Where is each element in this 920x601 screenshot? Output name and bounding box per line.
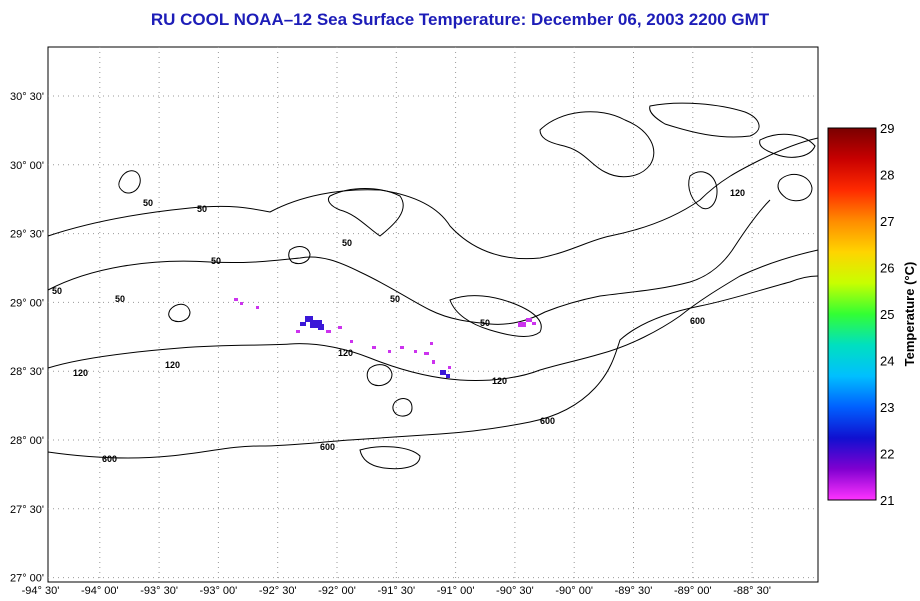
latitude-label: 28° 30' (10, 366, 44, 378)
colorbar (827, 127, 877, 501)
contour-label: 120 (165, 360, 180, 370)
longitude-label: -92° 00' (318, 585, 356, 597)
contour-120m (47, 249, 819, 417)
longitude-label: -94° 30' (22, 585, 60, 597)
contour-label: 50 (211, 256, 221, 266)
latitude-ticks: 30° 30' 30° 00' 29° 30' 29° 00' 28° 30' 28° 0… (10, 91, 44, 585)
coastline (47, 102, 819, 260)
colorbar-label: Temperature (°C) (902, 262, 917, 367)
longitude-label: -90° 30' (496, 585, 534, 597)
colorbar-tick-label: 25 (880, 307, 894, 322)
colorbar-tick-label: 28 (880, 168, 894, 183)
sst-cluster-22c (300, 316, 450, 378)
contour-label: 50 (480, 318, 490, 328)
contour-600m (47, 275, 819, 470)
contour-label: 120 (730, 188, 745, 198)
latitude-label: 29° 30' (10, 229, 44, 241)
sst-cluster-21c (234, 298, 536, 369)
colorbar-tick-label: 24 (880, 354, 894, 369)
contour-label: 600 (540, 416, 555, 426)
contour-label: 120 (73, 368, 88, 378)
longitude-label: -94° 00' (81, 585, 119, 597)
contour-label: 50 (197, 204, 207, 214)
latitude-label: 30° 30' (10, 91, 44, 103)
sst-pixels (234, 298, 536, 378)
colorbar-tick-label: 22 (880, 447, 894, 462)
longitude-label: -91° 30' (377, 585, 415, 597)
contour-label: 600 (320, 442, 335, 452)
latitude-label: 30° 00' (10, 160, 44, 172)
colorbar-tick-label: 21 (880, 493, 894, 508)
longitude-label: -90° 00' (555, 585, 593, 597)
latitude-label: 27° 30' (10, 504, 44, 516)
longitude-ticks: -94° 30' -94° 00' -93° 30' -93° 00' -92° 30'… (22, 585, 771, 597)
longitude-label: -88° 30' (733, 585, 771, 597)
contour-labels: 50 50 50 50 50 50 50 50 120 120 120 120 … (52, 188, 745, 464)
contour-label: 50 (143, 198, 153, 208)
latitude-label: 28° 00' (10, 435, 44, 447)
graticule (48, 47, 818, 582)
contour-label: 50 (342, 238, 352, 248)
contour-label: 120 (338, 348, 353, 358)
longitude-label: -93° 00' (200, 585, 238, 597)
colorbar-tick-label: 26 (880, 261, 894, 276)
colorbar-tick-label: 23 (880, 400, 894, 415)
contour-50m (47, 199, 771, 337)
colorbar-ticks: 29 28 27 26 25 24 23 22 21 (880, 121, 894, 508)
colorbar-tick-label: 27 (880, 214, 894, 229)
contour-label: 50 (115, 294, 125, 304)
map-title: RU COOL NOAA–12 Sea Surface Temperature:… (150, 10, 770, 29)
map-frame (47, 46, 819, 583)
longitude-label: -89° 30' (615, 585, 653, 597)
contour-label: 50 (390, 294, 400, 304)
contour-label: 120 (492, 376, 507, 386)
longitude-label: -92° 30' (259, 585, 297, 597)
longitude-label: -89° 00' (674, 585, 712, 597)
contour-label: 600 (102, 454, 117, 464)
longitude-label: -93° 30' (140, 585, 178, 597)
latitude-label: 29° 00' (10, 297, 44, 309)
colorbar-tick-label: 29 (880, 121, 894, 136)
latitude-label: 27° 00' (10, 573, 44, 585)
contour-label: 50 (52, 286, 62, 296)
contour-label: 600 (690, 316, 705, 326)
longitude-label: -91° 00' (437, 585, 475, 597)
